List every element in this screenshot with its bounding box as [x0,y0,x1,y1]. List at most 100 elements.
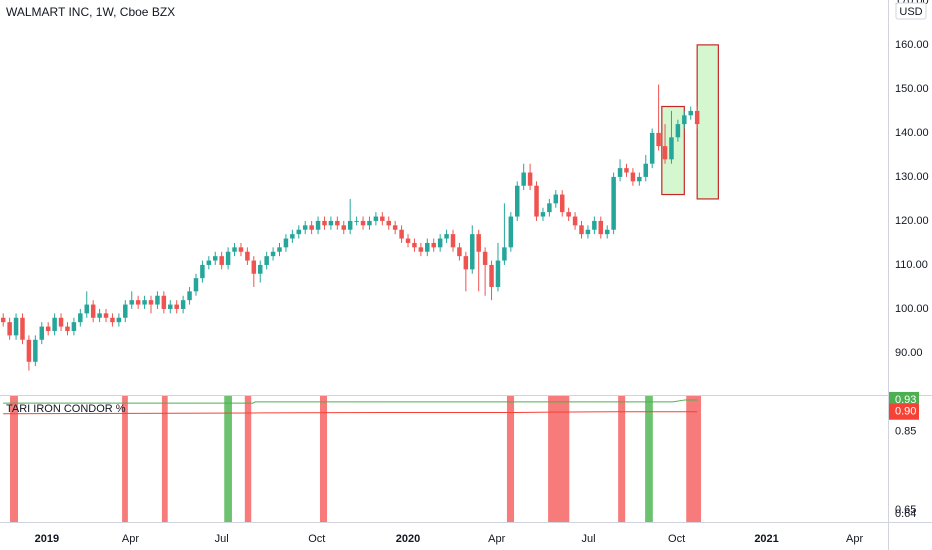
y-tick-label: 100.00 [895,303,929,315]
candle-body [354,220,359,222]
candle-body [662,146,668,160]
candle-body [45,326,51,331]
candle-body [264,256,269,265]
candle-body [611,176,616,230]
candle-body [579,225,584,235]
candle-body [399,229,404,239]
indicator-title: TARI IRON CONDOR % [6,403,126,415]
value-badge-label: 0.90 [895,406,916,418]
candle-body [270,251,276,257]
candle-body [206,260,212,265]
candle-body [624,168,629,173]
candle-body [450,234,456,248]
candle-body [515,185,520,217]
signal-bar [618,396,626,522]
signal-bar [122,396,128,522]
candle-body [521,172,526,186]
x-tick-label: 2020 [396,533,420,545]
y-tick-label: 130.00 [895,171,929,183]
unit-box[interactable] [895,2,927,20]
candle-body [572,216,578,226]
candle-body [412,242,417,248]
candle-body [103,313,109,318]
indicator-line [3,399,698,404]
value-badge [889,403,919,420]
candle-body [694,110,700,125]
candle-body [33,339,38,362]
signal-bar [506,396,515,522]
candle-body [90,304,96,318]
candle-body [0,317,6,323]
y-tick-label: 140.00 [895,127,929,139]
candle-body [7,322,12,336]
range-box [696,44,719,200]
candle-body [502,247,507,261]
candle-body [174,304,179,309]
value-badge-label: 0.93 [895,394,916,406]
y-tick-label: 150.00 [895,83,929,95]
x-tick-label: 2021 [754,533,778,545]
unit-label[interactable]: USD [899,6,922,18]
candle-body [457,247,462,257]
candle-body [238,247,244,252]
candle-body [392,225,398,230]
signal-bar [686,396,702,522]
candle-body [527,172,533,186]
candle-body [84,304,89,314]
x-tick-label: Apr [122,533,139,545]
x-tick-label: 2019 [35,533,59,545]
candle-body [39,326,45,340]
candle-body [604,229,610,235]
candle-body [13,317,19,336]
candle-body [135,300,141,305]
candle-body [643,163,649,177]
candle-body [335,220,340,226]
candle-body [213,256,218,261]
candle-body [463,256,469,270]
candle-body [116,317,122,323]
candle-body [315,220,321,230]
candle-body [302,225,308,230]
candle-body [232,247,237,252]
candle-body [65,326,70,331]
y-tick-label: 120.00 [895,215,929,227]
candle-body [142,300,147,305]
candle-body [219,256,224,265]
candle-body [495,260,501,287]
candle-body [155,295,160,305]
candle-body [553,194,559,204]
y2-tick-label: 0.64 [895,508,916,520]
candle-body [566,212,571,217]
candle-body [360,220,366,226]
candle-body [290,234,295,239]
x-tick-label: Jul [215,533,229,545]
x-tick-label: Oct [668,533,685,545]
candle-body [559,194,565,213]
candle-body [148,300,154,305]
candle-body [26,339,32,362]
y2-tick-label: 0.65 [895,504,916,516]
candle-body [637,176,642,182]
signal-bar [10,396,18,522]
candle-body [245,251,250,261]
candle-body [193,278,199,292]
candle-body [110,317,115,323]
y-tick-label: 90.00 [895,347,923,359]
candle-body [508,216,514,248]
candle-body [373,216,379,221]
candle-body [682,115,687,125]
candle-body [630,172,636,182]
candle-body [283,238,289,248]
candle-body [437,238,443,248]
candle-body [476,234,481,252]
candle-body [675,124,681,138]
candle-body [418,247,424,252]
signal-bar [224,396,232,522]
y-tick-label: 160.00 [895,39,929,51]
candle-body [187,291,192,301]
candle-body [380,216,385,221]
candle-body [58,317,64,327]
candle-body [592,220,597,230]
y2-tick-label: 0.85 [895,425,916,437]
